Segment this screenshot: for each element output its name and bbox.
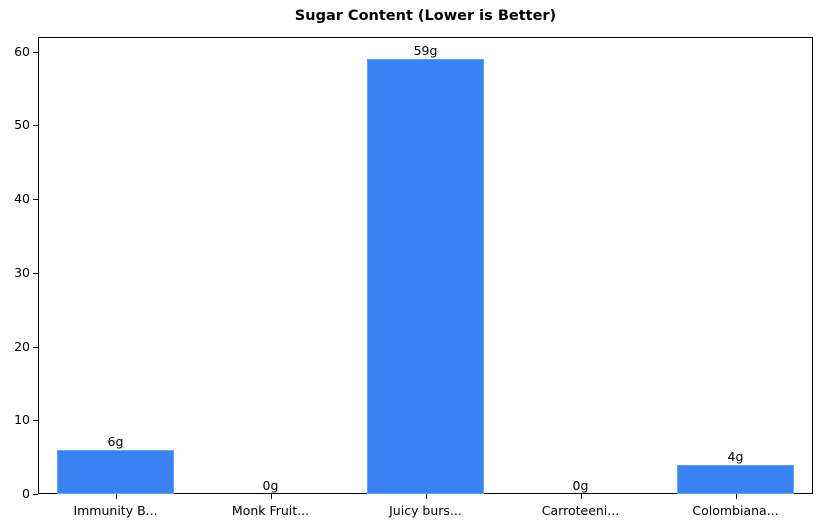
bar-value-label: 4g xyxy=(727,448,744,464)
bar-value-label: 0g xyxy=(262,478,279,493)
x-tick xyxy=(115,494,117,499)
x-tick xyxy=(425,494,427,499)
y-tick-label: 60 xyxy=(14,43,30,59)
bar-value-label: 0g xyxy=(572,478,589,493)
bar xyxy=(677,464,794,494)
y-tick-label: 10 xyxy=(14,412,30,428)
bar-value-label: 59g xyxy=(413,43,438,59)
bar xyxy=(367,59,484,494)
y-tick xyxy=(33,346,38,348)
x-tick xyxy=(580,494,582,499)
bar xyxy=(57,449,174,494)
y-tick xyxy=(33,272,38,274)
x-tick xyxy=(270,494,272,499)
chart-title: Sugar Content (Lower is Better) xyxy=(294,8,557,24)
x-tick-label: Colombiana... xyxy=(692,503,779,518)
x-tick-label: Immunity B... xyxy=(73,503,158,518)
x-tick-label: Carroteeni... xyxy=(541,503,620,518)
y-tick xyxy=(33,51,38,53)
y-tick-label: 0 xyxy=(22,486,30,501)
y-tick xyxy=(33,199,38,201)
x-tick xyxy=(735,494,737,499)
y-tick-label: 20 xyxy=(14,338,30,354)
y-tick-label: 40 xyxy=(14,191,30,207)
y-tick xyxy=(33,494,38,495)
y-tick-label: 50 xyxy=(14,117,30,133)
y-tick xyxy=(33,125,38,127)
y-tick xyxy=(33,420,38,422)
bar-value-label: 6g xyxy=(107,433,124,449)
y-tick-label: 30 xyxy=(14,264,30,280)
x-tick-label: Juicy burs... xyxy=(389,503,462,518)
x-tick-label: Monk Fruit... xyxy=(231,503,310,518)
